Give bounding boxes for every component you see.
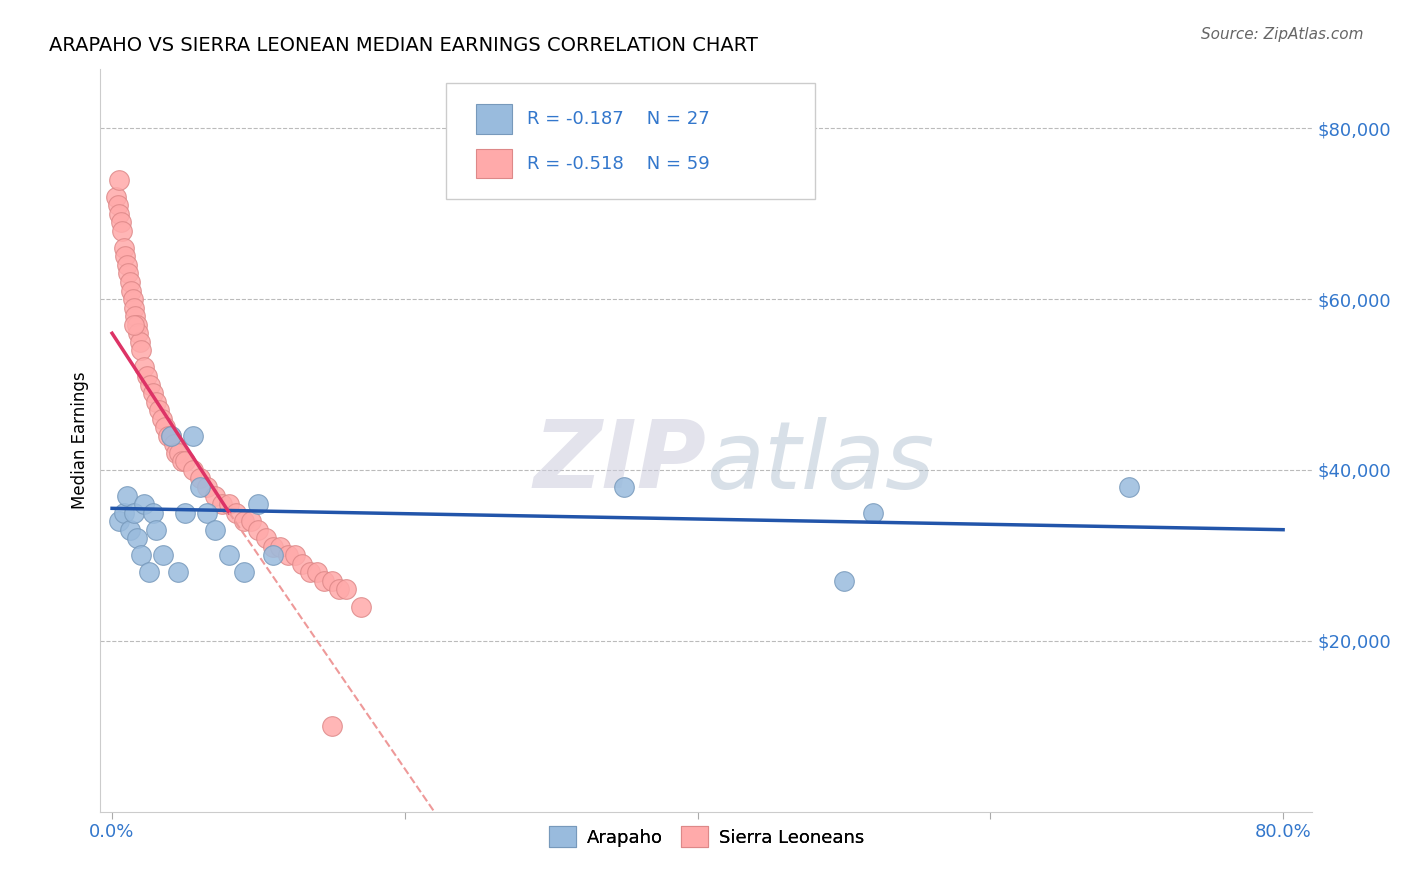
Point [134, 360, 156, 375]
Point [107, 198, 129, 212]
Point [131, 549, 153, 563]
Point [150, 411, 173, 425]
Text: atlas: atlas [706, 417, 935, 508]
Point [204, 489, 226, 503]
Point [145, 394, 167, 409]
Point [321, 719, 343, 733]
Point [247, 497, 270, 511]
Point [152, 549, 174, 563]
Y-axis label: Median Earnings: Median Earnings [72, 371, 89, 508]
Point [204, 523, 226, 537]
Point [120, 284, 142, 298]
Point [122, 506, 145, 520]
Point [269, 540, 291, 554]
Text: ZIP: ZIP [533, 417, 706, 508]
Point [115, 258, 138, 272]
Point [162, 437, 184, 451]
Point [112, 506, 135, 520]
Point [211, 497, 233, 511]
Point [124, 309, 146, 323]
Point [111, 224, 134, 238]
Point [188, 471, 211, 485]
Point [174, 454, 197, 468]
Point [159, 429, 181, 443]
Point [122, 301, 145, 315]
Point [159, 429, 181, 443]
Point [298, 566, 321, 580]
Point [148, 403, 170, 417]
Point [125, 531, 148, 545]
Point [254, 531, 277, 545]
Point [188, 480, 211, 494]
Point [142, 386, 165, 401]
Point [247, 523, 270, 537]
Point [139, 377, 162, 392]
Text: R = -0.518    N = 59: R = -0.518 N = 59 [527, 154, 710, 173]
Point [232, 566, 254, 580]
Point [335, 582, 357, 597]
Point [118, 275, 141, 289]
Point [117, 267, 139, 281]
Point [166, 446, 188, 460]
Point [195, 480, 218, 494]
Point [131, 343, 153, 358]
FancyBboxPatch shape [446, 83, 815, 199]
Point [121, 292, 143, 306]
Point [125, 318, 148, 332]
Point [1118, 480, 1140, 494]
Point [108, 514, 131, 528]
Text: Source: ZipAtlas.com: Source: ZipAtlas.com [1201, 27, 1364, 42]
Point [262, 549, 284, 563]
Point [138, 566, 160, 580]
Point [153, 420, 176, 434]
FancyBboxPatch shape [477, 149, 512, 178]
Text: ARAPAHO VS SIERRA LEONEAN MEDIAN EARNINGS CORRELATION CHART: ARAPAHO VS SIERRA LEONEAN MEDIAN EARNING… [49, 36, 758, 54]
Point [118, 523, 141, 537]
Point [832, 574, 855, 588]
Point [862, 506, 884, 520]
Point [112, 241, 135, 255]
Text: R = -0.187    N = 27: R = -0.187 N = 27 [527, 110, 710, 128]
Point [277, 549, 299, 563]
Point [128, 334, 150, 349]
Point [195, 506, 218, 520]
Point [284, 549, 307, 563]
Point [108, 172, 131, 186]
Point [105, 189, 128, 203]
Point [291, 557, 314, 571]
Legend: Arapaho, Sierra Leoneans: Arapaho, Sierra Leoneans [541, 819, 872, 855]
Point [136, 368, 159, 383]
Point [156, 429, 179, 443]
Point [181, 429, 204, 443]
Point [169, 446, 191, 460]
Point [115, 489, 138, 503]
Point [328, 582, 350, 597]
Point [142, 506, 165, 520]
Point [181, 463, 204, 477]
Point [174, 506, 197, 520]
Point [110, 215, 132, 229]
Point [225, 506, 247, 520]
Point [218, 549, 240, 563]
Point [114, 249, 136, 263]
Point [314, 574, 336, 588]
FancyBboxPatch shape [477, 104, 512, 134]
Point [108, 207, 131, 221]
Point [134, 497, 156, 511]
Point [172, 454, 194, 468]
Point [232, 514, 254, 528]
Point [218, 497, 240, 511]
Point [167, 566, 190, 580]
Point [240, 514, 263, 528]
Point [321, 574, 343, 588]
Point [122, 318, 145, 332]
Point [145, 523, 167, 537]
Point [305, 566, 328, 580]
Point [262, 540, 284, 554]
Point [127, 326, 149, 341]
Point [350, 599, 373, 614]
Point [613, 480, 636, 494]
